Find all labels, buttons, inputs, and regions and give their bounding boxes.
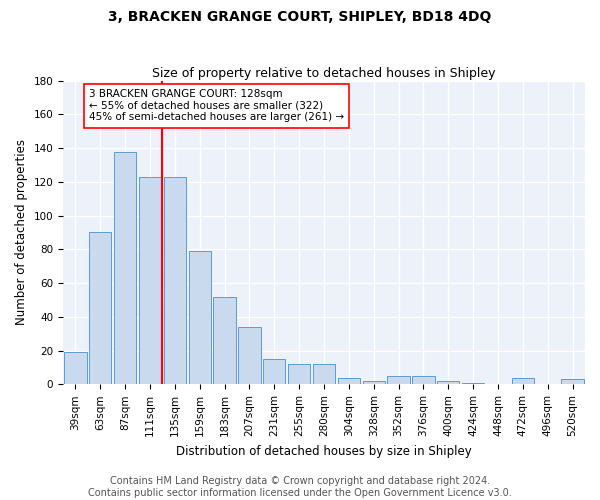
Bar bbox=[188, 251, 211, 384]
Bar bbox=[512, 378, 534, 384]
Bar bbox=[89, 232, 112, 384]
Bar bbox=[114, 152, 136, 384]
Bar bbox=[139, 177, 161, 384]
Bar bbox=[288, 364, 310, 384]
Bar bbox=[64, 352, 86, 384]
X-axis label: Distribution of detached houses by size in Shipley: Distribution of detached houses by size … bbox=[176, 444, 472, 458]
Text: 3 BRACKEN GRANGE COURT: 128sqm
← 55% of detached houses are smaller (322)
45% of: 3 BRACKEN GRANGE COURT: 128sqm ← 55% of … bbox=[89, 89, 344, 122]
Bar bbox=[362, 381, 385, 384]
Bar bbox=[462, 382, 484, 384]
Bar bbox=[388, 376, 410, 384]
Bar bbox=[562, 380, 584, 384]
Bar bbox=[313, 364, 335, 384]
Text: Contains HM Land Registry data © Crown copyright and database right 2024.
Contai: Contains HM Land Registry data © Crown c… bbox=[88, 476, 512, 498]
Bar bbox=[437, 381, 460, 384]
Bar bbox=[238, 327, 260, 384]
Bar bbox=[338, 378, 360, 384]
Bar bbox=[263, 359, 286, 384]
Bar bbox=[214, 296, 236, 384]
Text: 3, BRACKEN GRANGE COURT, SHIPLEY, BD18 4DQ: 3, BRACKEN GRANGE COURT, SHIPLEY, BD18 4… bbox=[109, 10, 491, 24]
Bar bbox=[412, 376, 434, 384]
Bar bbox=[164, 177, 186, 384]
Y-axis label: Number of detached properties: Number of detached properties bbox=[15, 140, 28, 326]
Title: Size of property relative to detached houses in Shipley: Size of property relative to detached ho… bbox=[152, 66, 496, 80]
